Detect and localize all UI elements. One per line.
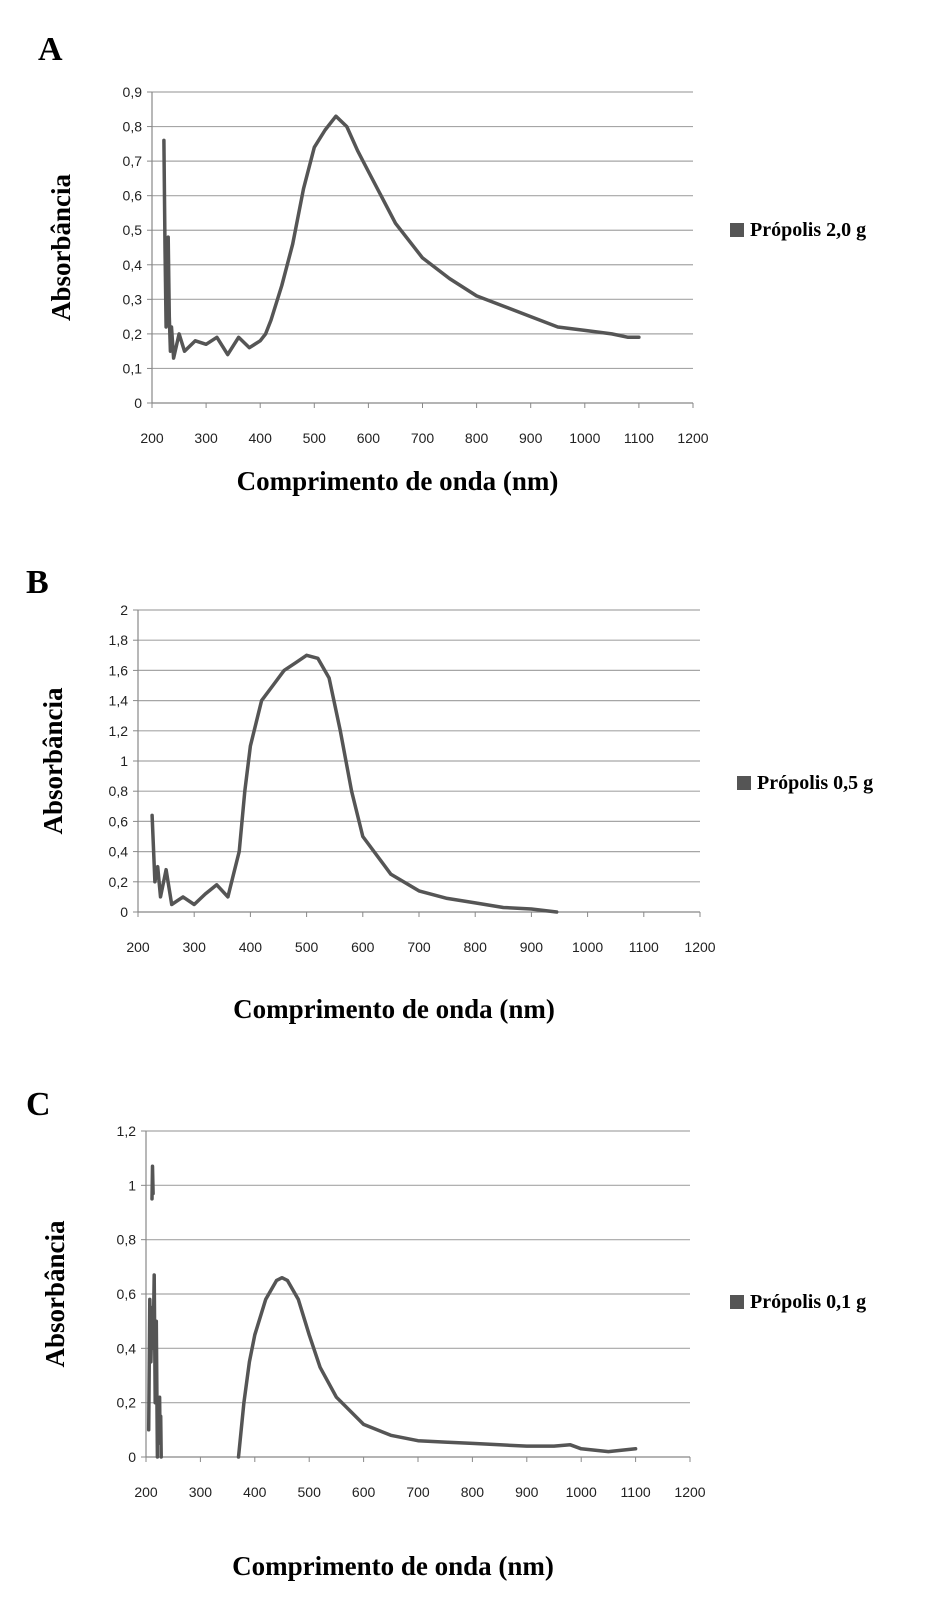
- chart-a-y-tick-label: 0,4: [123, 257, 143, 273]
- chart-c-y-tick-label: 1,2: [117, 1123, 137, 1139]
- chart-a-x-tick-label: 200: [140, 430, 164, 446]
- chart-b-x-tick-label: 700: [407, 939, 431, 955]
- chart-b-y-tick-label: 1,8: [109, 632, 129, 648]
- chart-b-panel-letter: B: [26, 564, 49, 601]
- chart-a-x-axis-title: Comprimento de onda (nm): [237, 466, 559, 496]
- chart-b: B 0 0,2 0,4 0,6 0,8 1 1,2 1,4 1,6 1,8 2 200 300 400 500…: [26, 564, 873, 1024]
- chart-a-y-tick-label: 0,1: [123, 360, 143, 376]
- chart-c-y-tick-label: 0,8: [117, 1232, 137, 1248]
- chart-c-x-tick-label: 200: [134, 1484, 158, 1500]
- chart-a-y-tick-label: 0,6: [123, 188, 143, 204]
- chart-a-x-tick-label: 1000: [569, 430, 600, 446]
- chart-c-x-tick-label: 900: [515, 1484, 539, 1500]
- chart-b-y-tick-label: 1,4: [109, 693, 129, 709]
- chart-a-legend-swatch: [730, 223, 744, 237]
- chart-b-x-tick-label: 600: [351, 939, 375, 955]
- chart-b-x-tick-label: 500: [295, 939, 319, 955]
- chart-a-y-tick-label: 0,2: [123, 326, 143, 342]
- chart-a-x-tick-label: 700: [411, 430, 435, 446]
- chart-b-x-tick-label: 1100: [629, 939, 659, 955]
- chart-c-x-tick-label: 700: [406, 1484, 430, 1500]
- chart-c-panel-letter: C: [26, 1086, 51, 1123]
- chart-b-series-line: [150, 653, 559, 914]
- chart-b-y-axis-title: Absorbância: [38, 687, 68, 835]
- chart-b-x-tick-label: 200: [126, 939, 150, 955]
- chart-b-y-tick-label: 0,2: [109, 874, 129, 890]
- chart-a-y-tick-label: 0,8: [123, 119, 143, 135]
- chart-a-x-tick-label: 900: [519, 430, 543, 446]
- chart-a-legend-label: Própolis 2,0 g: [750, 219, 866, 241]
- chart-a: A 0 0,1 0,2 0,3 0,4 0,5 0,6 0,7 0,8 0,9 200 300 400 50…: [38, 31, 866, 496]
- chart-a-x-tick-label: 1100: [624, 430, 654, 446]
- chart-b-y-tick-label: 2: [120, 602, 128, 618]
- chart-c-x-tick-label: 300: [189, 1484, 213, 1500]
- chart-b-y-tick-label: 0,4: [109, 844, 129, 860]
- chart-b-x-tick-label: 300: [183, 939, 207, 955]
- chart-c-x-tick-label: 600: [352, 1484, 376, 1500]
- chart-b-legend-label: Própolis 0,5 g: [757, 772, 873, 794]
- chart-c-y-tick-label: 0,2: [117, 1395, 137, 1411]
- chart-b-x-tick-label: 800: [464, 939, 488, 955]
- chart-b-x-tick-label: 900: [520, 939, 544, 955]
- chart-a-y-axis-title: Absorbância: [46, 173, 76, 321]
- chart-c-legend-swatch: [730, 1295, 744, 1309]
- chart-b-y-tick-label: 1,2: [109, 723, 129, 739]
- chart-a-series-line: [162, 114, 641, 360]
- chart-c-series-line-2: [150, 1164, 155, 1201]
- chart-b-x-tick-label: 400: [239, 939, 263, 955]
- chart-a-x-tick-label: 300: [194, 430, 218, 446]
- chart-c-x-tick-label: 800: [461, 1484, 485, 1500]
- chart-b-x-tick-label: 1200: [684, 939, 715, 955]
- chart-a-x-tick-label: 500: [303, 430, 327, 446]
- chart-a-x-tick-label: 1200: [677, 430, 708, 446]
- chart-c-legend-label: Própolis 0,1 g: [750, 1291, 866, 1313]
- chart-a-y-tick-label: 0: [134, 395, 142, 411]
- chart-a-x-tick-label: 400: [249, 430, 273, 446]
- chart-c-series-line: [236, 1275, 638, 1459]
- chart-c-x-tick-label: 400: [243, 1484, 267, 1500]
- chart-c-x-tick-label: 1200: [674, 1484, 705, 1500]
- chart-b-legend-swatch: [737, 776, 751, 790]
- chart-a-y-tick-label: 0,7: [123, 153, 143, 169]
- chart-c-x-tick-label: 500: [298, 1484, 322, 1500]
- chart-a-panel-letter: A: [38, 31, 63, 68]
- chart-c-series-line-1: [146, 1273, 160, 1459]
- chart-b-x-tick-label: 1000: [572, 939, 603, 955]
- chart-c-y-tick-label: 0,6: [117, 1286, 137, 1302]
- chart-b-y-tick-label: 0,8: [109, 783, 129, 799]
- chart-c-series-line-3: [157, 1395, 163, 1459]
- chart-c: C 0 0,2 0,4 0,6 0,8 1 1,2 200 300 400 500 600 700 800 9…: [26, 1086, 866, 1581]
- chart-b-y-tick-label: 0: [120, 904, 128, 920]
- chart-a-y-tick-label: 0,3: [123, 291, 143, 307]
- chart-c-x-tick-label: 1000: [566, 1484, 597, 1500]
- chart-a-y-tick-label: 0,9: [123, 84, 143, 100]
- chart-b-x-axis-title: Comprimento de onda (nm): [233, 994, 555, 1024]
- chart-a-x-tick-label: 600: [357, 430, 381, 446]
- chart-a-y-tick-label: 0,5: [123, 222, 143, 238]
- chart-c-x-axis-title: Comprimento de onda (nm): [232, 1551, 554, 1581]
- chart-c-y-tick-label: 0: [128, 1449, 136, 1465]
- chart-c-y-tick-label: 0,4: [117, 1340, 137, 1356]
- chart-c-y-tick-label: 1: [128, 1177, 136, 1193]
- chart-b-y-tick-label: 0,6: [109, 813, 129, 829]
- chart-b-y-tick-label: 1,6: [109, 662, 129, 678]
- chart-a-x-tick-label: 800: [465, 430, 489, 446]
- chart-c-y-axis-title: Absorbância: [40, 1220, 70, 1368]
- chart-c-x-tick-label: 1100: [621, 1484, 651, 1500]
- chart-b-y-tick-label: 1: [120, 753, 128, 769]
